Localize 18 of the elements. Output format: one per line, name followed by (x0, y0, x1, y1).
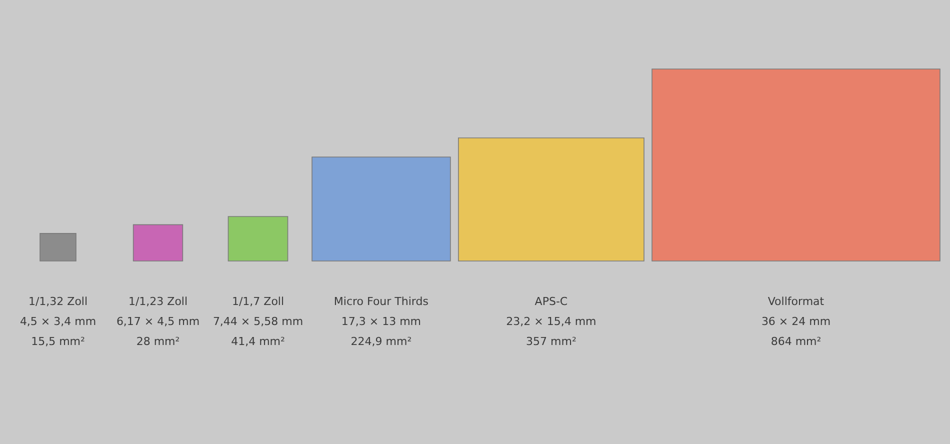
data-label: 224,9 mm² (350, 335, 412, 348)
data-label: 7,44 × 5,58 mm (212, 315, 304, 328)
category-label: 1/1,32 Zoll (28, 295, 88, 308)
category-label: 1/1,7 Zoll (232, 295, 284, 308)
category-label: 1/1,23 Zoll (128, 295, 188, 308)
data-label: 17,3 × 13 mm (341, 315, 422, 328)
data-label: 4,5 × 3,4 mm (20, 315, 96, 328)
data-label: 6,17 × 4,5 mm (116, 315, 200, 328)
category-label: Micro Four Thirds (334, 295, 429, 308)
data-label: 357 mm² (526, 335, 576, 348)
data-label: 864 mm² (770, 335, 822, 348)
category-label: Vollformat (768, 295, 825, 308)
data-label: 41,4 mm² (231, 335, 285, 348)
data-label: 15,5 mm² (31, 335, 85, 348)
category-label: APS-C (534, 295, 568, 308)
data-label: 28 mm² (136, 335, 180, 348)
data-label: 23,2 × 15,4 mm (506, 315, 596, 328)
data-label: 36 × 24 mm (761, 315, 831, 328)
